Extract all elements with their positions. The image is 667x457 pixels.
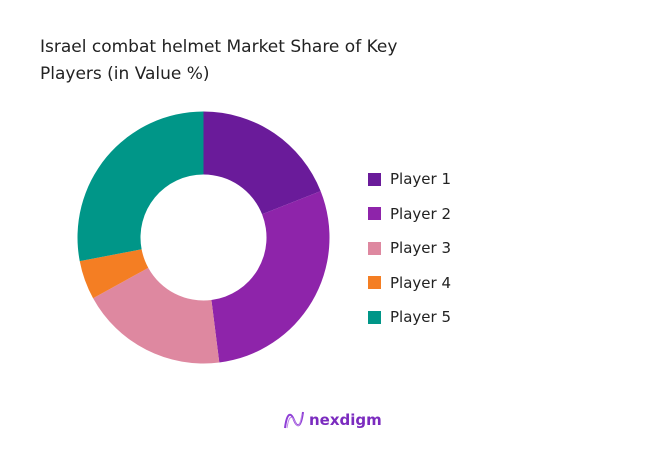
slice-player-4 — [79, 249, 149, 299]
logo-icon — [284, 411, 304, 429]
legend-item: Player 2 — [368, 197, 451, 232]
legend-label: Player 3 — [390, 239, 451, 258]
slice-player-1 — [203, 111, 321, 215]
legend-item: Player 3 — [368, 231, 451, 266]
legend-swatch — [368, 172, 381, 186]
legend-swatch — [368, 310, 381, 324]
chart-title: Israel combat helmet Market Share of Key… — [40, 37, 398, 84]
legend-label: Player 5 — [390, 308, 451, 327]
legend-label: Player 1 — [390, 170, 451, 189]
legend-swatch — [368, 276, 381, 290]
legend-label: Player 2 — [390, 204, 451, 223]
brand-name: nexdigm — [309, 411, 382, 429]
slice-player-2 — [211, 191, 330, 363]
legend-item: Player 1 — [368, 162, 451, 197]
legend: Player 1 Player 2 Player 3 Player 4 Player 5 — [368, 162, 451, 335]
legend-item: Player 5 — [368, 300, 451, 335]
legend-swatch — [368, 207, 381, 221]
nexdigm-logo: nexdigm — [283, 410, 382, 430]
legend-label: Player 4 — [390, 273, 451, 292]
legend-item: Player 4 — [368, 266, 451, 301]
legend-swatch — [368, 241, 381, 255]
slice-player-3 — [93, 267, 220, 364]
slice-player-5 — [77, 111, 204, 262]
